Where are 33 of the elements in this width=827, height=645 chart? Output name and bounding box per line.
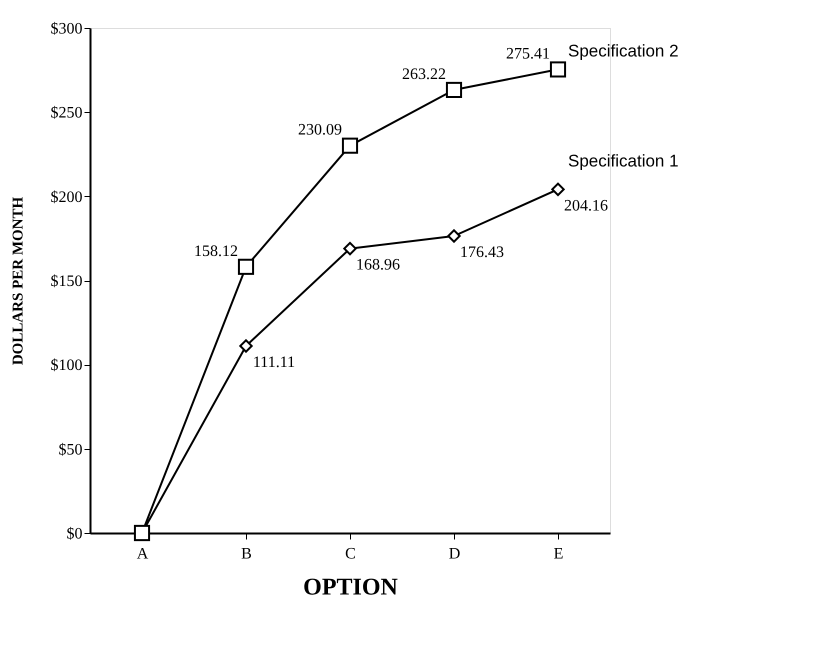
y-axis-title: DOLLARS PER MONTH xyxy=(10,196,26,366)
x-tick-label: A xyxy=(136,546,149,562)
x-axis-title: OPTION xyxy=(303,574,398,600)
series-label: Specification 1 xyxy=(568,151,679,170)
data-label: 158.12 xyxy=(194,242,238,260)
y-tick-label: $150 xyxy=(50,273,82,290)
point xyxy=(239,339,253,353)
point xyxy=(238,258,254,275)
point xyxy=(551,182,565,196)
data-label: 263.22 xyxy=(402,66,446,83)
y-tick-label: $200 xyxy=(50,188,82,206)
x-tick-label: C xyxy=(345,546,356,562)
point xyxy=(343,242,357,256)
point xyxy=(134,524,150,542)
y-tick-label: $250 xyxy=(50,104,82,122)
point xyxy=(342,138,358,154)
point xyxy=(550,61,566,78)
data-label: 176.43 xyxy=(460,244,504,262)
data-label: 204.16 xyxy=(564,197,608,214)
x-tick-label: D xyxy=(448,546,460,562)
y-tick-label: $100 xyxy=(50,357,82,374)
data-label: 111.11 xyxy=(252,354,296,371)
series-label: Specification 2 xyxy=(568,41,679,60)
y-tick-label: $50 xyxy=(58,441,82,458)
y-tick-label: $300 xyxy=(50,20,82,38)
x-tick-label: B xyxy=(241,546,252,562)
data-label: 168.96 xyxy=(356,256,400,274)
x-tick-label: E xyxy=(554,546,564,562)
point xyxy=(446,82,462,98)
data-label: 275.41 xyxy=(506,45,550,62)
y-tick-label: $0 xyxy=(66,526,82,542)
data-label: 230.09 xyxy=(298,122,342,139)
point xyxy=(447,229,461,243)
